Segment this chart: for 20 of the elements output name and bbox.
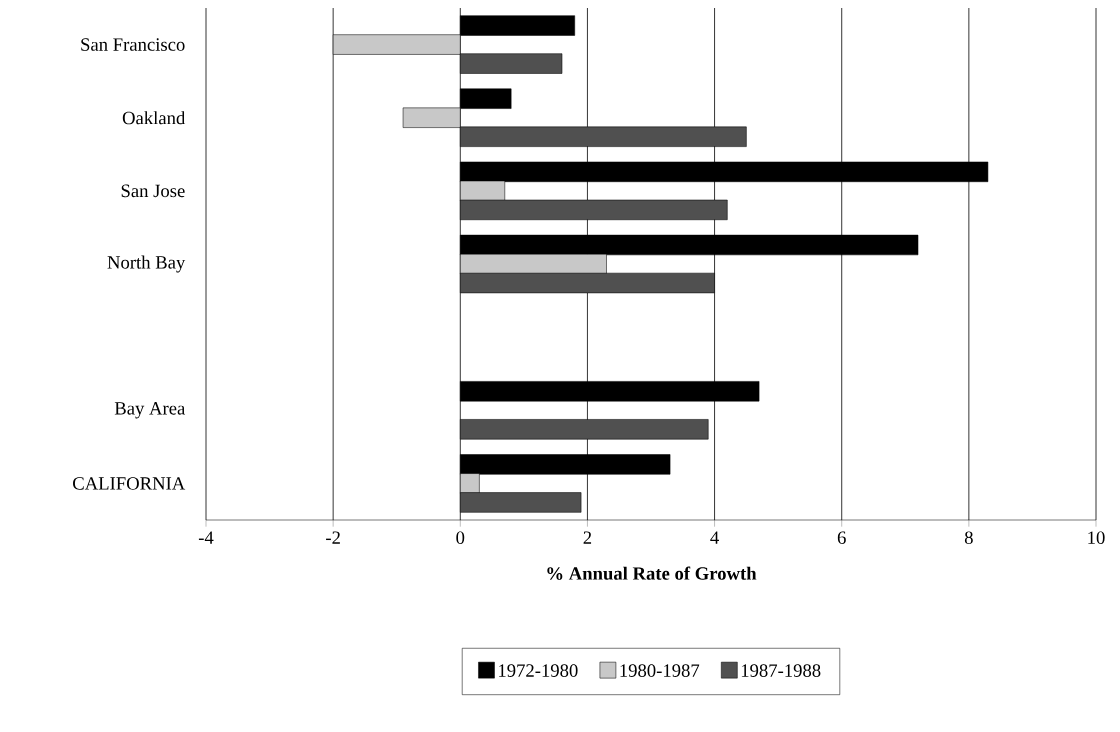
y-tick-label: North Bay <box>107 255 186 273</box>
bar <box>460 381 760 402</box>
y-tick-label: San Jose <box>121 184 185 198</box>
x-axis-title: % Annual Rate of Growth <box>547 566 757 580</box>
bar <box>460 419 709 440</box>
x-tick-label: 10 <box>1088 531 1105 544</box>
y-tick-label: Oakland <box>122 111 186 125</box>
legend-label: 1980-1987 <box>620 664 700 677</box>
y-tick-label: San Francisco <box>81 38 185 51</box>
x-tick-label: 6 <box>837 531 846 544</box>
x-tick-label: 2 <box>583 531 592 544</box>
legend-label: 1972-1980 <box>499 664 578 677</box>
x-tick-label: 4 <box>710 531 719 544</box>
y-tick-label: Bay Area <box>114 402 186 419</box>
x-tick-label: -2 <box>326 531 340 544</box>
y-tick-label: CALIFORNIA <box>73 477 186 490</box>
legend-label: 1987-1988 <box>741 664 821 677</box>
x-tick-label: 0 <box>456 531 465 544</box>
x-tick-label: 8 <box>964 531 973 544</box>
x-tick-label: -4 <box>198 531 214 544</box>
